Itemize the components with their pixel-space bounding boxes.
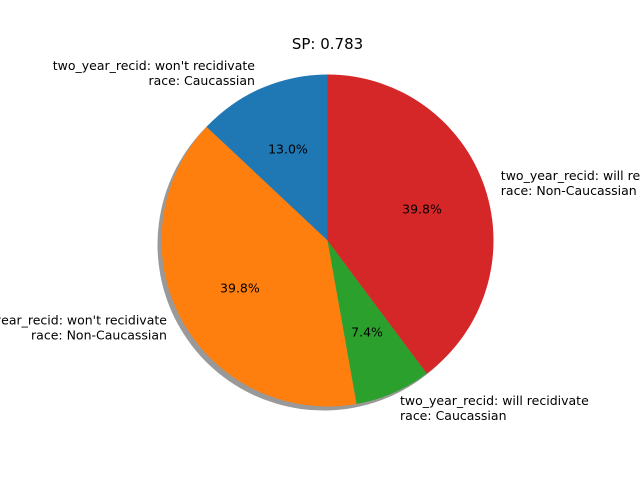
slice-percent-label-1: 39.8% [220,280,260,295]
pie-slice-1 [161,126,357,407]
pie-slices [161,74,494,407]
slice-category-label-line: race: Non-Caucassian [501,183,637,198]
slice-category-label-line: two_year_recid: won't recidivate [53,58,256,73]
slice-percent-label-3: 39.8% [402,202,442,217]
pie-slice-2 [327,240,427,404]
slice-category-label-line: two_year_recid: will recidivate [501,168,640,183]
slice-category-label-line: two_year_recid: will recidivate [400,393,589,408]
slice-labels: two_year_recid: won't recidivate race: Ca… [0,58,640,423]
slice-category-label-line: race: Caucassian [148,73,254,88]
slice-percent-label-2: 7.4% [351,324,383,339]
slice-category-label-line: race: Caucassian [400,408,506,423]
slice-category-label-line: race: Non-Caucassian [31,327,167,342]
chart-title: SP: 0.783 [292,35,363,53]
slice-percent-label-0: 13.0% [268,142,308,157]
pie-slice-3 [327,74,494,374]
slice-category-label-line: two_year_recid: won't recidivate [0,312,167,327]
percent-labels: 13.0% 39.8% 7.4% 39.8% [220,142,442,340]
pie-slice-0 [206,74,328,241]
slice-category-label-0: two_year_recid: won't recidivate race: Ca… [53,58,256,88]
slice-category-label-2: two_year_recid: will recidivate race: Cau… [400,393,589,423]
